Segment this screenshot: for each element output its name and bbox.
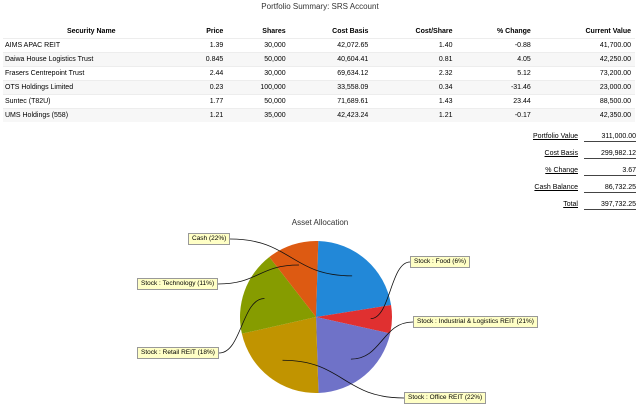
cell-security: Frasers Centrepoint Trust [3, 66, 180, 81]
cell-current-value: 88,500.00 [534, 94, 635, 109]
cell-security: Daiwa House Logistics Trust [3, 52, 180, 67]
summary-cash-balance: Cash Balance 86,732.25 [480, 182, 636, 199]
table-row[interactable]: Suntec (T82U) 1.77 50,000 71,689.61 1.43… [3, 94, 635, 109]
summary-pct-change: % Change 3.67 [480, 165, 636, 182]
cell-cost-share: 1.43 [372, 94, 457, 109]
pie-label-industrial-logistics: Stock : Industrial & Logistics REIT (21%… [413, 316, 538, 328]
cell-cost-share: 1.40 [372, 38, 457, 53]
cell-cost-share: 0.81 [372, 52, 457, 67]
cell-cost-basis: 69,634.12 [289, 66, 373, 81]
pie-slice-office[interactable] [241, 317, 319, 393]
summary-value: 3.67 [584, 167, 636, 176]
cell-shares: 30,000 [227, 38, 290, 53]
chart-title: Asset Allocation [291, 218, 349, 227]
col-header-security[interactable]: Security Name [66, 27, 116, 35]
cell-current-value: 23,000.00 [534, 80, 635, 95]
table-row[interactable]: AIMS APAC REIT 1.39 30,000 42,072.65 1.4… [3, 38, 635, 53]
table-row[interactable]: UMS Holdings (558) 1.21 35,000 42,423.24… [3, 108, 635, 122]
pie-leader-line-retail [218, 298, 265, 354]
table-row[interactable]: OTS Holdings Limited 0.23 100,000 33,558… [3, 80, 635, 95]
summary-label: Portfolio Value [532, 133, 578, 140]
pie-leader-line-food [370, 261, 411, 320]
cell-shares: 35,000 [227, 108, 290, 122]
pie-slice-food[interactable] [316, 305, 392, 334]
cell-current-value: 42,350.00 [534, 108, 635, 122]
col-header-pct-change[interactable]: % Change [496, 27, 531, 35]
cell-pct-change: 23.44 [456, 94, 535, 109]
pie-label-office: Stock : Office REIT (22%) [404, 392, 487, 404]
table-header-row: Security Name Price Shares Cost Basis Co… [3, 24, 635, 39]
pie-label-food: Stock : Food (6%) [410, 256, 471, 268]
cell-cost-basis: 33,558.09 [289, 80, 373, 95]
cell-cost-basis: 42,423.24 [289, 108, 373, 122]
pie-label-technology: Stock : Technology (11%) [137, 278, 219, 290]
summary-cost-basis: Cost Basis 299,982.12 [480, 148, 636, 165]
table-row[interactable]: Frasers Centrepoint Trust 2.44 30,000 69… [3, 66, 635, 81]
summary-label: Cash Balance [534, 184, 578, 191]
cell-price: 0.845 [179, 52, 228, 67]
cell-shares: 50,000 [227, 52, 290, 67]
summary-value: 397,732.25 [584, 201, 636, 210]
cell-current-value: 41,700.00 [534, 38, 635, 53]
summary-value: 86,732.25 [584, 184, 636, 193]
pie-slice-technology[interactable] [269, 241, 319, 317]
cell-price: 1.77 [179, 94, 228, 109]
summary-value: 299,982.12 [584, 150, 636, 159]
cell-pct-change: 5.12 [456, 66, 535, 81]
cell-shares: 30,000 [227, 66, 290, 81]
cell-price: 1.21 [179, 108, 228, 122]
summary-label: Cost Basis [544, 150, 578, 157]
summary-label: Total [563, 201, 578, 208]
col-header-price[interactable]: Price [206, 27, 224, 35]
col-header-cost-basis[interactable]: Cost Basis [332, 27, 369, 35]
cell-price: 2.44 [179, 66, 228, 81]
summary-portfolio-value: Portfolio Value 311,000.00 [480, 131, 636, 148]
col-header-cost-share[interactable]: Cost/Share [415, 27, 453, 35]
cell-pct-change: 4.05 [456, 52, 535, 67]
cell-cost-share: 1.21 [372, 108, 457, 122]
cell-security: Suntec (T82U) [3, 94, 180, 109]
cell-cost-basis: 42,072.65 [289, 38, 373, 53]
cell-shares: 100,000 [227, 80, 290, 95]
cell-shares: 50,000 [227, 94, 290, 109]
cell-pct-change: -0.88 [456, 38, 535, 53]
cell-price: 0.23 [179, 80, 228, 95]
pie-slice-cash[interactable] [316, 241, 392, 317]
cell-security: OTS Holdings Limited [3, 80, 180, 95]
pie-leader-line-industrial-logistics [350, 321, 414, 360]
cell-cost-basis: 40,604.41 [289, 52, 373, 67]
summary-label: % Change [545, 167, 578, 174]
cell-cost-share: 0.34 [372, 80, 457, 95]
pie-label-retail: Stock : Retail REIT (18%) [137, 347, 219, 359]
cell-cost-share: 2.32 [372, 66, 457, 81]
summary-value: 311,000.00 [584, 133, 636, 142]
pie-leader-line-office [282, 359, 405, 399]
table-row[interactable]: Daiwa House Logistics Trust 0.845 50,000… [3, 52, 635, 67]
cell-security: UMS Holdings (558) [3, 108, 180, 122]
cell-price: 1.39 [179, 38, 228, 53]
cell-security: AIMS APAC REIT [3, 38, 180, 53]
col-header-shares[interactable]: Shares [262, 27, 286, 35]
pie-slice-retail[interactable] [240, 257, 316, 334]
holdings-table: Security Name Price Shares Cost Basis Co… [3, 24, 635, 122]
pie-leader-line-technology [217, 264, 300, 285]
portfolio-summary: Portfolio Value 311,000.00 Cost Basis 29… [480, 131, 636, 216]
pie-label-cash: Cash (22%) [188, 233, 231, 245]
cell-current-value: 73,200.00 [534, 66, 635, 81]
pie-leader-line-cash [229, 238, 353, 277]
summary-total: Total 397,732.25 [480, 199, 636, 216]
cell-current-value: 42,250.00 [534, 52, 635, 67]
page-title: Portfolio Summary: SRS Account [261, 2, 379, 11]
cell-pct-change: -31.46 [456, 80, 535, 95]
col-header-current-value[interactable]: Current Value [585, 27, 631, 35]
cell-cost-basis: 71,689.61 [289, 94, 373, 109]
cell-pct-change: -0.17 [456, 108, 535, 122]
